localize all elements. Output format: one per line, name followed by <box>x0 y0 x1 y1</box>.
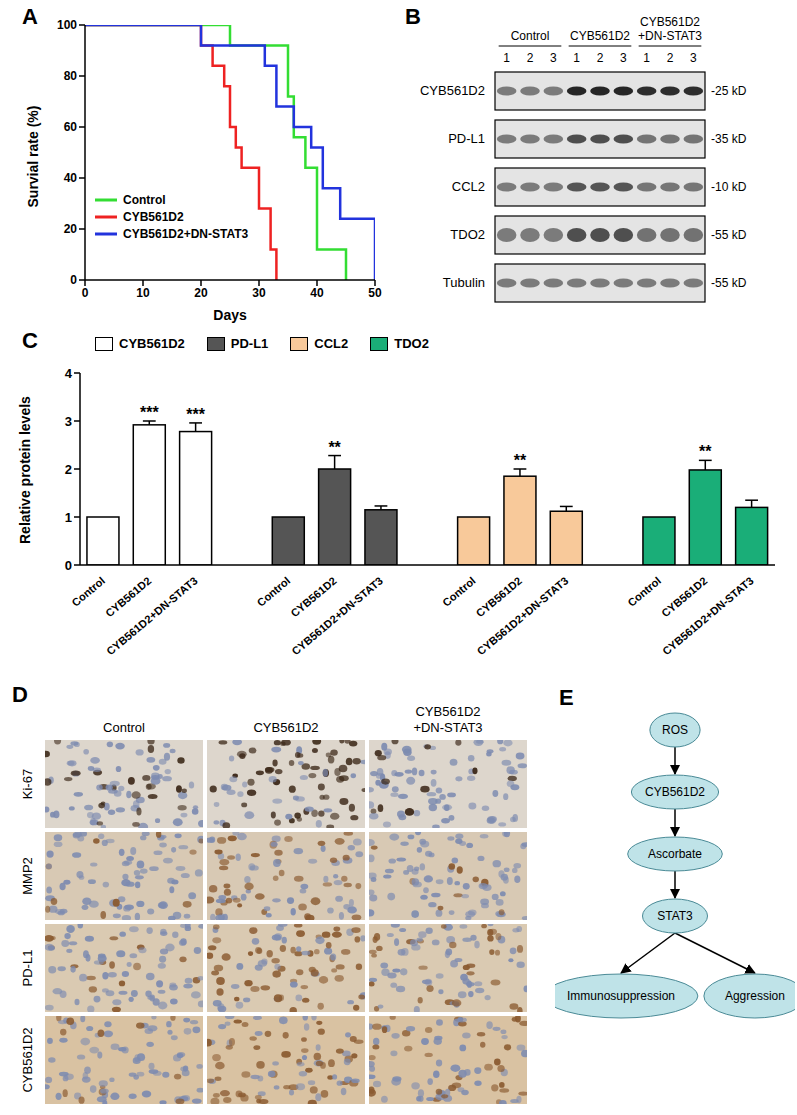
svg-text:Aggression: Aggression <box>725 989 785 1003</box>
svg-text:**: ** <box>699 443 712 460</box>
svg-text:40: 40 <box>64 171 78 185</box>
svg-text:PD-L1: PD-L1 <box>448 131 485 146</box>
svg-text:MMP2: MMP2 <box>20 857 35 895</box>
html-text:PD-L1: PD-L1 <box>230 336 269 351</box>
svg-text:Survial rate (%): Survial rate (%) <box>25 106 41 208</box>
svg-text:-10 kD: -10 kD <box>711 180 747 194</box>
svg-text:TDO2: TDO2 <box>450 227 485 242</box>
svg-text:CYB561D2: CYB561D2 <box>640 15 700 29</box>
svg-text:CYB561D2: CYB561D2 <box>570 29 630 43</box>
svg-text:CYB561D2+DN-STAT3: CYB561D2+DN-STAT3 <box>289 574 385 657</box>
svg-text:ROS: ROS <box>662 723 688 737</box>
svg-text:Control: Control <box>440 574 478 608</box>
html-text:CYB561D2: CYB561D2 <box>123 209 184 224</box>
svg-text:CYB561D2+DN-STAT3: CYB561D2+DN-STAT3 <box>475 574 571 657</box>
svg-text:CYB561D2: CYB561D2 <box>420 83 485 98</box>
svg-text:CYB561D2: CYB561D2 <box>645 785 705 799</box>
html-text:CYB561D2: CYB561D2 <box>119 336 185 351</box>
html-text:+DN-STAT3: +DN-STAT3 <box>413 720 483 735</box>
svg-text:100: 100 <box>57 18 77 32</box>
svg-text:CCL2: CCL2 <box>452 179 485 194</box>
html-text:A: A <box>22 4 38 29</box>
html-text:C: C <box>22 328 38 353</box>
svg-text:60: 60 <box>64 120 78 134</box>
svg-text:+DN-STAT3: +DN-STAT3 <box>638 29 702 43</box>
svg-text:0: 0 <box>65 558 72 573</box>
svg-text:CYB561D2: CYB561D2 <box>20 1027 35 1092</box>
svg-text:50: 50 <box>368 286 382 300</box>
html-text:Control: Control <box>103 720 145 735</box>
svg-text:Control: Control <box>625 574 663 608</box>
svg-text:3: 3 <box>690 51 697 65</box>
svg-text:**: ** <box>514 452 527 469</box>
svg-text:2: 2 <box>597 51 604 65</box>
svg-text:4: 4 <box>65 366 73 381</box>
svg-text:0: 0 <box>82 286 89 300</box>
html-text:Control: Control <box>123 192 166 207</box>
svg-text:1: 1 <box>65 510 72 525</box>
svg-text:3: 3 <box>65 414 72 429</box>
svg-text:B: B <box>405 4 421 29</box>
svg-text:-35 kD: -35 kD <box>711 132 747 146</box>
svg-text:Ki-67: Ki-67 <box>20 769 35 799</box>
svg-text:-25 kD: -25 kD <box>711 84 747 98</box>
svg-text:0: 0 <box>70 273 77 287</box>
svg-text:2: 2 <box>527 51 534 65</box>
svg-text:PD-L1: PD-L1 <box>20 950 35 987</box>
svg-text:-55 kD: -55 kD <box>711 228 747 242</box>
svg-text:80: 80 <box>64 69 78 83</box>
svg-text:20: 20 <box>64 222 78 236</box>
svg-text:Tubulin: Tubulin <box>443 275 485 290</box>
svg-text:Control: Control <box>511 29 550 43</box>
svg-text:Immunosuppression: Immunosuppression <box>567 989 675 1003</box>
svg-text:10: 10 <box>136 286 150 300</box>
svg-text:2: 2 <box>65 462 72 477</box>
svg-text:***: *** <box>186 406 205 423</box>
svg-text:-55 kD: -55 kD <box>711 276 747 290</box>
html-text:CCL2: CCL2 <box>314 336 349 351</box>
svg-text:Days: Days <box>213 307 247 323</box>
svg-text:1: 1 <box>643 51 650 65</box>
svg-text:Ascorbate: Ascorbate <box>648 847 702 861</box>
svg-text:20: 20 <box>194 286 208 300</box>
svg-text:3: 3 <box>620 51 627 65</box>
svg-text:Relative protein levels: Relative protein levels <box>17 396 33 544</box>
svg-text:3: 3 <box>550 51 557 65</box>
html-text:CYB561D2: CYB561D2 <box>253 720 319 735</box>
svg-text:1: 1 <box>503 51 510 65</box>
svg-text:Control: Control <box>255 574 293 608</box>
svg-text:CYB561D2+DN-STAT3: CYB561D2+DN-STAT3 <box>104 574 200 657</box>
svg-text:2: 2 <box>667 51 674 65</box>
html-text:CYB561D2: CYB561D2 <box>415 704 481 719</box>
svg-text:STAT3: STAT3 <box>657 909 693 923</box>
html-text:TDO2: TDO2 <box>394 336 429 351</box>
html-text:CYB561D2+DN-STAT3: CYB561D2+DN-STAT3 <box>123 226 249 241</box>
svg-text:CYB561D2+DN-STAT3: CYB561D2+DN-STAT3 <box>660 574 756 657</box>
svg-text:1: 1 <box>573 51 580 65</box>
html-text:D: D <box>12 682 28 707</box>
svg-text:***: *** <box>140 404 159 421</box>
svg-text:Control: Control <box>69 574 107 608</box>
svg-text:30: 30 <box>252 286 266 300</box>
svg-text:**: ** <box>328 439 341 456</box>
svg-text:E: E <box>559 685 574 710</box>
svg-text:40: 40 <box>310 286 324 300</box>
